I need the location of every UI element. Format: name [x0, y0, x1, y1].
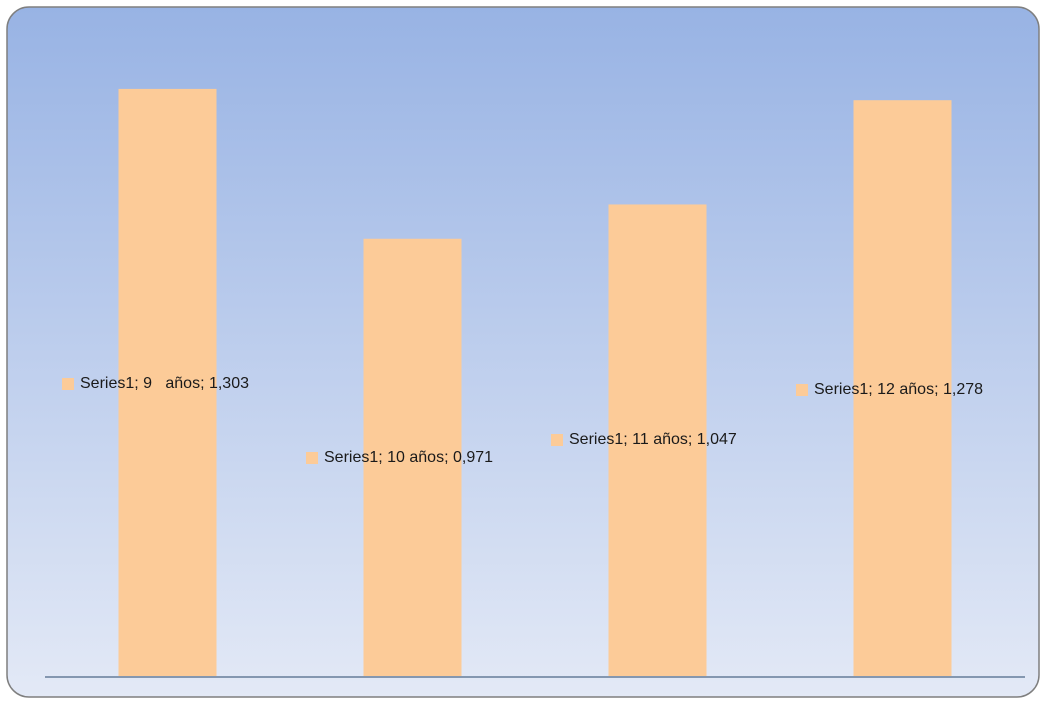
bar [363, 238, 462, 677]
label-key [551, 434, 563, 446]
label-key [796, 384, 808, 396]
data-label: Series1; 12 años; 1,278 [814, 381, 983, 398]
bar [118, 88, 217, 678]
label-key [62, 378, 74, 390]
chart-background [6, 6, 1040, 698]
label-key [306, 452, 318, 464]
data-label: Series1; 11 años; 1,047 [569, 431, 737, 448]
data-label: Series1; 9 años; 1,303 [80, 375, 249, 392]
data-label: Series1; 10 años; 0,971 [324, 449, 493, 466]
bar [853, 100, 952, 678]
bar [608, 204, 707, 678]
